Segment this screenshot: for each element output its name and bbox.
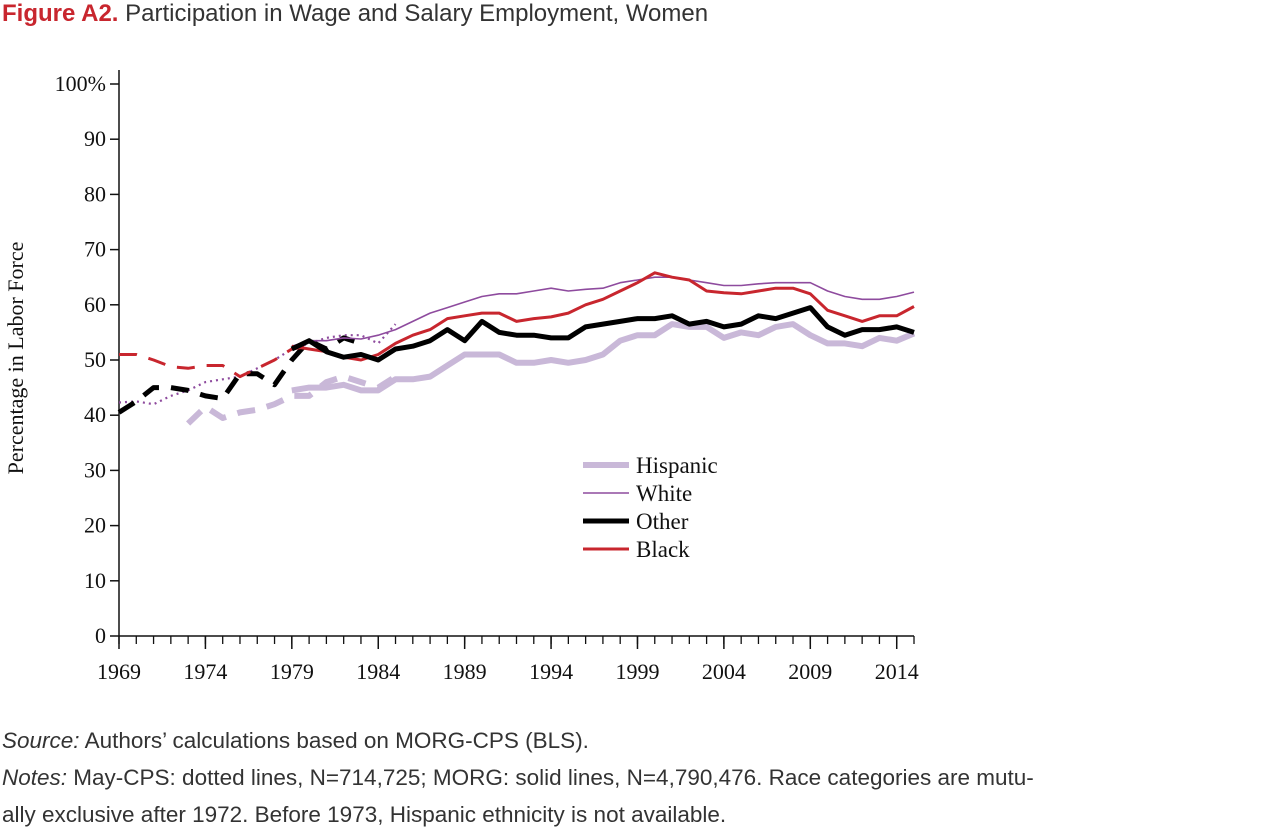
y-tick-label: 30	[84, 457, 106, 482]
x-tick-label: 2004	[702, 659, 746, 684]
series-line-hispanic-solid	[291, 321, 916, 394]
legend-label-black: Black	[636, 537, 690, 562]
axes: 0 10 20 30 40 50 60 70 80 90 100% 1969 1974 1979 1984 1…	[55, 70, 919, 684]
series-line-white-dotted	[118, 323, 397, 406]
y-tick-label: 0	[95, 623, 106, 648]
y-tick-label: 80	[84, 181, 106, 206]
y-tick-label: 70	[84, 237, 106, 262]
x-tick-label: 1999	[615, 659, 659, 684]
y-tick-label: 60	[84, 292, 106, 317]
notes-label: Notes:	[2, 765, 68, 790]
y-axis-title: Percentage in Labor Force	[3, 242, 28, 475]
y-tick-label: 20	[84, 513, 106, 538]
x-tick-label: 1979	[270, 659, 314, 684]
x-tick-label: 1974	[183, 659, 227, 684]
series-line-white-solid	[291, 276, 915, 347]
figure-label: Figure A2.	[2, 0, 119, 27]
x-tick-label: 1989	[443, 659, 487, 684]
legend-label-other: Other	[636, 509, 689, 534]
x-tick-label: 1984	[356, 659, 400, 684]
y-tick-label: 90	[84, 126, 106, 151]
y-tick-label: 10	[84, 568, 106, 593]
notes-text: May-CPS: dotted lines, N=714,725; MORG: …	[73, 765, 1034, 790]
y-tick-label: 50	[84, 347, 106, 372]
legend-label-hispanic: Hispanic	[636, 453, 718, 478]
figure-title: Figure A2. Participation in Wage and Sal…	[2, 0, 708, 28]
x-tick-label: 2009	[788, 659, 832, 684]
x-tick-label: 1994	[529, 659, 573, 684]
legend: Hispanic White Other Black	[583, 453, 718, 562]
notes-text-2: ally exclusive after 1972. Before 1973, …	[2, 802, 727, 827]
x-tick-label: 1969	[97, 659, 141, 684]
series-line-black-solid	[291, 271, 915, 362]
source-line: Source: Authors’ calculations based on M…	[2, 722, 1278, 759]
series-lines	[117, 271, 916, 426]
figure-title-text: Participation in Wage and Salary Employm…	[125, 0, 709, 27]
footer: Source: Authors’ calculations based on M…	[2, 722, 1278, 833]
notes-line: Notes: May-CPS: dotted lines, N=714,725;…	[2, 759, 1278, 796]
series-line-other-solid	[290, 305, 915, 363]
x-tick-label: 2014	[875, 659, 919, 684]
y-tick-label: 100%	[55, 71, 106, 96]
notes-line-2: ally exclusive after 1972. Before 1973, …	[2, 796, 1278, 833]
series-line-hispanic-dashed	[186, 373, 398, 426]
series-line-black-dashed	[119, 344, 310, 379]
legend-label-white: White	[636, 481, 692, 506]
source-label: Source:	[2, 728, 80, 753]
y-tick-label: 40	[84, 402, 106, 427]
source-text: Authors’ calculations based on MORG-CPS …	[84, 728, 589, 753]
